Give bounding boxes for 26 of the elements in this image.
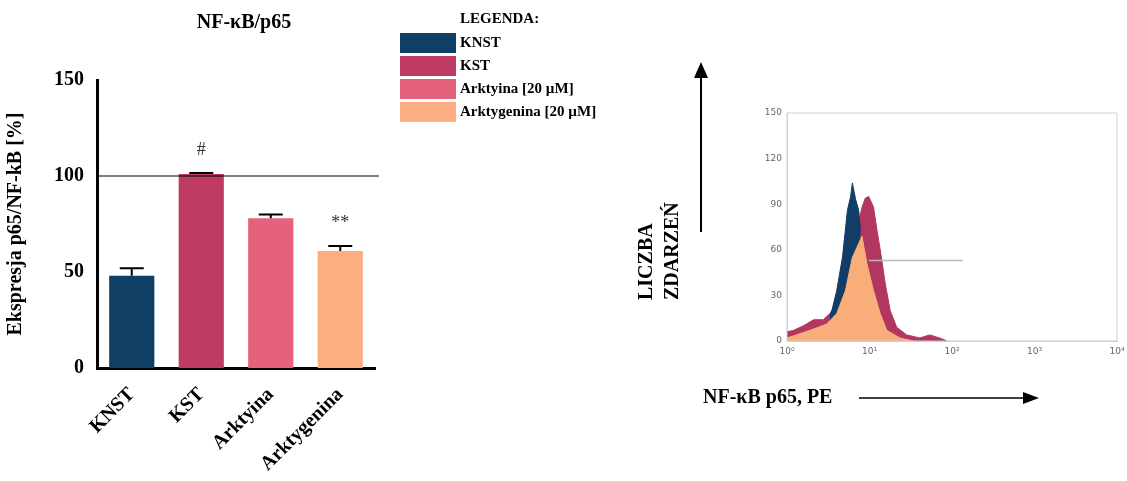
- y-tick-label: 50: [64, 259, 84, 282]
- legend-title: LEGENDA:: [460, 10, 541, 28]
- x-tick-label: 10⁴: [1109, 345, 1125, 356]
- y-tick-label: 120: [764, 152, 783, 163]
- y-tick-label: 0: [776, 335, 783, 346]
- y-tick-label: 150: [764, 107, 783, 118]
- annotation: #: [196, 138, 206, 159]
- y-tick-label: 0: [74, 355, 84, 378]
- legend-label: Arktygenina [20 µM]: [460, 103, 597, 120]
- x-tick-label: 10³: [1026, 345, 1043, 356]
- annotation: **: [331, 211, 350, 232]
- y-tick-label: 150: [54, 67, 84, 90]
- x-axis-title: NF-κB p65, PE: [703, 384, 833, 409]
- y-axis-title: LICZBA ZDARZEŃ: [633, 201, 683, 300]
- x-tick-label: 10⁰: [779, 345, 795, 356]
- x-tick-label: 10²: [944, 345, 960, 356]
- legend-label: KST: [460, 57, 491, 74]
- x-tick-label: 10¹: [861, 345, 878, 356]
- y-tick-label: 100: [54, 163, 84, 186]
- legend-label: Arktyina [20 µM]: [460, 80, 574, 97]
- y-tick-label: 90: [770, 198, 783, 209]
- y-tick-label: 60: [770, 244, 783, 255]
- chart-title: NF-κB/p65: [196, 10, 292, 33]
- y-axis-title: Ekspresja p65/NF-kB [%]: [3, 112, 27, 336]
- legend-label: KNST: [460, 34, 501, 51]
- y-tick-label: 30: [770, 289, 783, 300]
